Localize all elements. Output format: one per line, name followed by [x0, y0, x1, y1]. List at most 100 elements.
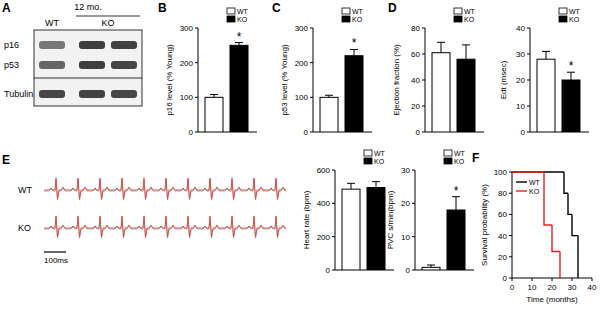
bars	[342, 182, 385, 270]
y-tick-label: 40	[411, 76, 420, 85]
blot-divider	[34, 78, 142, 79]
y-tick	[195, 132, 198, 133]
row-label: p53	[4, 60, 19, 70]
legend-swatch	[227, 16, 235, 22]
blot-band	[79, 90, 105, 98]
x-tick	[572, 278, 573, 281]
error-cap	[437, 42, 445, 43]
y-tick	[422, 106, 425, 107]
y-tick	[310, 62, 313, 63]
x-tick-label: 30	[568, 283, 577, 292]
y-tick	[195, 97, 198, 98]
bars	[205, 43, 248, 132]
y-tick	[509, 172, 512, 173]
y-tick-label: 60	[498, 210, 507, 219]
error-stem	[441, 42, 442, 52]
blot-title: 12 mo.	[74, 2, 102, 12]
panel-letter: C	[272, 1, 281, 15]
y-tick	[422, 54, 425, 55]
legend-label: KO	[352, 16, 363, 23]
error-bar	[427, 265, 435, 267]
error-bar	[347, 183, 355, 189]
y-tick-label: 80	[411, 24, 420, 33]
legend-label: WT	[454, 150, 466, 157]
bar	[205, 97, 223, 132]
error-bar	[542, 51, 550, 59]
y-tick	[332, 236, 335, 237]
x-tick	[512, 278, 513, 281]
error-cap	[372, 181, 380, 182]
significance: *	[569, 59, 574, 73]
bar	[422, 267, 440, 270]
bar-chart: 0100200300p16 level (% Young)*WTKO	[165, 8, 257, 137]
bar	[230, 45, 248, 132]
y-tick-label: 100	[295, 93, 309, 102]
y-label: Ejection fraction (%)	[392, 44, 401, 116]
bar-chart: 0200400600Heart rate (bpm)WTKO	[302, 150, 394, 275]
row-label: Tubulin	[4, 89, 33, 99]
y-tick	[332, 170, 335, 171]
y-tick	[412, 236, 415, 237]
y-tick	[195, 62, 198, 63]
lane-bracket	[76, 16, 140, 17]
y-tick	[509, 235, 512, 236]
y-tick-label: 0	[326, 266, 331, 275]
survival-step	[552, 225, 560, 252]
legend-swatch	[342, 8, 350, 14]
y-label: Edt (msec)	[499, 60, 508, 99]
error-bar	[210, 95, 218, 98]
bar-chart: 0102030PVC s/min(bpm)*WTKO	[386, 150, 474, 275]
blot-band	[39, 61, 65, 69]
y-tick-label: 0	[416, 128, 421, 137]
error-cap	[462, 44, 470, 45]
significance: *	[454, 184, 459, 198]
bar	[537, 59, 555, 132]
error-cap	[210, 94, 218, 95]
legend-swatch	[454, 16, 462, 22]
survival-step	[572, 214, 578, 235]
y-axis	[313, 28, 314, 132]
y-tick	[422, 132, 425, 133]
y-tick-label: 300	[180, 24, 194, 33]
ecg-trace	[44, 216, 286, 237]
y-tick	[527, 54, 530, 55]
x-label: Time (months)	[526, 295, 578, 304]
legend-label: WT	[529, 179, 541, 186]
y-tick-label: 200	[295, 59, 309, 68]
y-tick-label: 20	[401, 199, 410, 208]
y-axis	[415, 170, 416, 270]
y-tick-label: 0	[406, 266, 411, 275]
error-cap	[542, 51, 550, 52]
y-axis	[335, 170, 336, 270]
legend-swatch	[342, 16, 350, 22]
error-bar	[372, 182, 380, 188]
survival-step	[544, 172, 552, 225]
error-stem	[376, 182, 377, 188]
y-label: Survival probability (%)	[480, 184, 489, 266]
x-tick	[552, 278, 553, 281]
scale-bar	[44, 251, 66, 252]
error-stem	[571, 72, 572, 80]
y-tick	[422, 80, 425, 81]
y-tick	[310, 28, 313, 29]
legend-swatch	[444, 150, 452, 156]
error-cap	[427, 265, 435, 266]
legend-swatch	[559, 8, 567, 14]
y-tick-label: 40	[498, 232, 507, 241]
x-tick-label: 40	[588, 283, 597, 292]
y-label: Heart rate (bpm)	[302, 190, 311, 249]
y-tick	[527, 80, 530, 81]
y-tick-label: 30	[516, 50, 525, 59]
y-tick	[310, 132, 313, 133]
error-stem	[456, 197, 457, 210]
legend-swatch	[364, 158, 372, 164]
legend-label: WT	[352, 8, 364, 15]
bars	[432, 42, 475, 132]
bar	[562, 80, 580, 132]
legend-label: WT	[569, 8, 581, 15]
y-label: p53 level (% Young)	[280, 44, 289, 116]
blot-band	[39, 90, 65, 98]
x-tick-label: 0	[510, 283, 515, 292]
y-tick-label: 20	[498, 253, 507, 262]
scale-bar-label: 100ms	[44, 256, 68, 265]
